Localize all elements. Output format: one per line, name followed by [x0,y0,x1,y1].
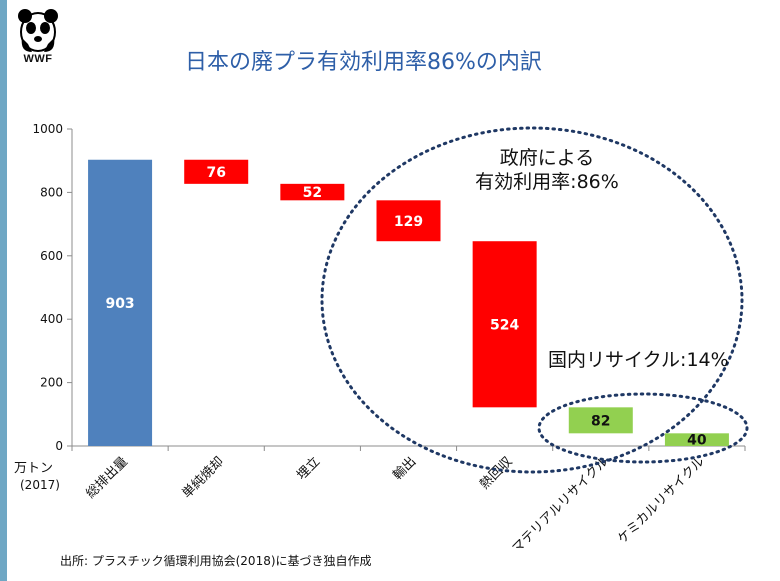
government-rate-ellipse [320,126,744,474]
y-unit-label: 万トン [14,461,54,476]
wwf-logo: WWF [14,8,62,66]
data-label-3: 129 [394,214,423,230]
category-label-1: 単純焼却 [179,454,227,502]
bar-5 [568,407,633,434]
y-unit-year: (2017) [20,478,60,492]
category-label-2: 埋立 [294,454,323,483]
logo-text: WWF [23,53,53,65]
category-label-4: 熱回収 [477,454,515,492]
y-tick-label: 600 [40,249,63,263]
y-tick-label: 800 [40,185,63,199]
data-label-4: 524 [490,317,519,333]
data-label-1: 76 [206,165,225,181]
y-tick-label: 0 [55,439,63,453]
data-label-6: 40 [687,433,707,449]
government-rate-line2: 有効利用率:86% [475,171,619,193]
category-label-6: ケミカルリサイクル [615,454,708,547]
panda-icon [18,9,58,52]
bar-6 [664,433,729,446]
side-accent-bar [0,0,7,581]
bar-1 [184,159,249,184]
data-label-0: 903 [105,296,134,312]
domestic-recycle-annotation: 国内リサイクル:14% [548,349,729,371]
government-rate-annotation: 政府による 有効利用率:86% [462,146,632,194]
bar-4 [472,241,537,408]
category-label-3: 輸出 [390,454,419,483]
government-rate-line1: 政府による [499,147,595,169]
bar-0 [88,159,153,446]
y-tick-label: 400 [40,312,63,326]
data-label-2: 52 [303,185,322,201]
domestic-recycle-ellipse [537,392,749,464]
y-tick-label: 200 [40,376,63,390]
page-title: 日本の廃プラ有効利用率86%の内訳 [185,50,542,75]
bar-3 [376,200,441,242]
y-tick-label: 1000 [32,122,63,136]
category-label-0: 総排出量 [84,454,131,501]
source-note: 出所: プラスチック循環利用協会(2018)に基づき独自作成 [60,554,372,568]
bar-2 [280,183,345,201]
data-label-5: 82 [591,413,610,429]
